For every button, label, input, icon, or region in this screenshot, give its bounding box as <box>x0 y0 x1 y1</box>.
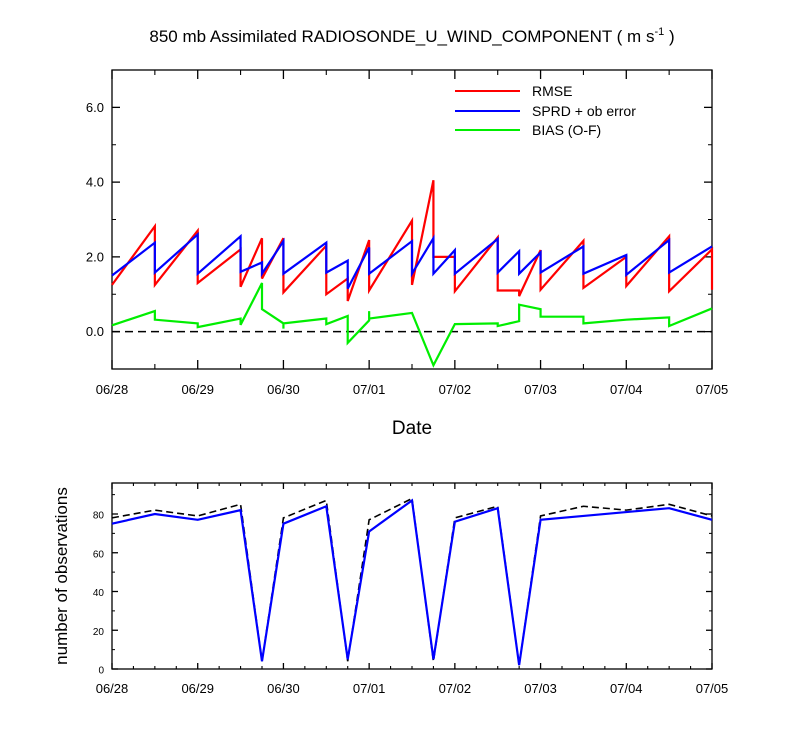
x-tick-label: 06/28 <box>96 382 129 397</box>
series-line-sprd-ob-error <box>111 231 713 290</box>
legend-label-bias: BIAS (O-F) <box>532 122 601 138</box>
x-tick-label: 07/01 <box>353 681 386 696</box>
series-line-rmse <box>111 180 714 302</box>
x-tick-label: 07/05 <box>696 681 729 696</box>
series-line-observations-used <box>111 498 713 666</box>
series-line-observations-possible <box>111 497 713 666</box>
series-line-bias-o-f <box>111 282 713 368</box>
y-tick-label: 2.0 <box>86 249 104 264</box>
legend-label-rmse: RMSE <box>532 83 572 99</box>
y-axis-label-observations: number of observations <box>52 487 71 665</box>
x-tick-label: 07/02 <box>439 382 472 397</box>
top-panel: 06/28 06/29 06/30 07/01 07/02 07/03 07/04 07/05… <box>86 69 729 439</box>
top-panel-marks: 06/28 06/29 06/30 07/01 07/02 07/03 07/04 07/05… <box>86 69 729 397</box>
x-tick-label: 07/04 <box>610 681 643 696</box>
y-tick-label: 20 <box>93 627 105 638</box>
x-axis-label: Date <box>392 418 432 439</box>
plot-frame <box>111 482 713 670</box>
legend: RMSE SPRD + ob error BIAS (O-F) <box>455 83 636 138</box>
x-tick-label: 07/03 <box>524 382 557 397</box>
x-tick-label: 06/28 <box>96 681 129 696</box>
y-tick-label: 6.0 <box>86 100 104 115</box>
y-tick-label: 0.0 <box>86 324 104 339</box>
legend-label-sprd: SPRD + ob error <box>532 103 636 119</box>
bottom-panel: 06/28 06/29 06/30 07/01 07/02 07/03 07/04 07/05… <box>52 482 729 696</box>
x-tick-label: 07/04 <box>610 382 643 397</box>
x-tick-label: 07/03 <box>524 681 557 696</box>
title-superscript: -1 <box>654 26 664 38</box>
x-tick-label: 07/05 <box>696 382 729 397</box>
x-tick-label: 07/02 <box>439 681 472 696</box>
x-tick-label: 07/01 <box>353 382 386 397</box>
x-tick-label: 06/30 <box>267 681 300 696</box>
bottom-panel-marks: 06/28 06/29 06/30 07/01 07/02 07/03 07/04 07/05… <box>93 482 729 696</box>
x-tick-label: 06/29 <box>181 681 214 696</box>
y-tick-label: 60 <box>93 549 105 560</box>
title-close: ) <box>664 27 674 46</box>
chart-title: 850 mb Assimilated RADIOSONDE_U_WIND_COM… <box>149 26 674 46</box>
y-tick-label: 4.0 <box>86 175 104 190</box>
y-tick-label: 0 <box>98 666 104 677</box>
x-tick-label: 06/29 <box>181 382 214 397</box>
title-main: 850 mb Assimilated RADIOSONDE_U_WIND_COM… <box>149 27 654 46</box>
y-tick-label: 80 <box>93 511 105 522</box>
x-tick-label: 06/30 <box>267 382 300 397</box>
y-tick-label: 40 <box>93 588 105 599</box>
